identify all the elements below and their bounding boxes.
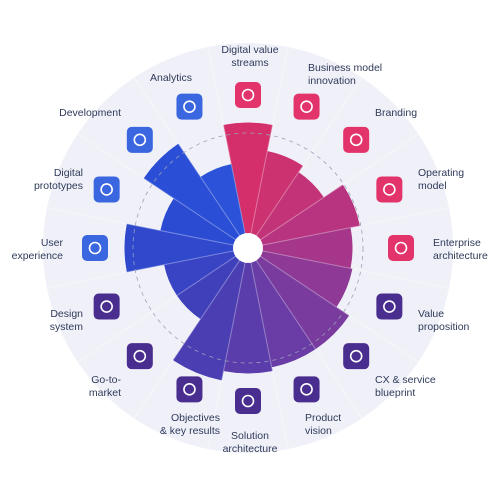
category-icon: [235, 82, 261, 108]
spoke: [207, 46, 249, 249]
spoke: [46, 207, 249, 249]
category-icon: [293, 376, 320, 403]
icon-glyph: [100, 183, 113, 196]
sector: [124, 223, 249, 273]
icon-glyph: [300, 100, 313, 113]
spoke: [133, 247, 249, 419]
sector: [223, 122, 273, 249]
category-label: market: [89, 387, 121, 399]
icon-glyph: [183, 100, 196, 113]
sector: [247, 151, 304, 249]
category-label: experience: [12, 250, 64, 262]
category-label: Product: [305, 412, 341, 424]
category-label: Digital value: [221, 44, 278, 56]
category-label: Objectives: [171, 412, 220, 424]
icon-glyph: [349, 349, 363, 363]
category-icon: [388, 235, 414, 261]
category-icon: [376, 176, 403, 203]
spoke: [247, 247, 419, 363]
category-icon: [176, 93, 203, 120]
category-label: architecture: [433, 250, 488, 262]
category-label: vision: [305, 425, 332, 437]
category-label: Digital: [54, 167, 83, 179]
icon-glyph: [241, 394, 255, 408]
category-label: Analytics: [150, 72, 192, 84]
icon-glyph: [241, 88, 255, 102]
sector: [172, 247, 249, 381]
spoke: [46, 247, 249, 289]
category-label: Enterprise: [433, 237, 481, 249]
spoke: [247, 207, 450, 249]
spoke: [247, 247, 450, 289]
category-icon: [176, 376, 203, 403]
category-label: Operating: [418, 167, 464, 179]
category-icon: [82, 235, 108, 261]
category-label: Value: [418, 308, 444, 320]
spoke: [133, 77, 249, 249]
spoke: [247, 247, 289, 450]
category-label: & key results: [160, 425, 220, 437]
category-label: prototypes: [34, 180, 83, 192]
category-icon: [376, 293, 403, 320]
sector: [247, 184, 360, 249]
category-label: system: [50, 321, 84, 333]
category-label: Design: [50, 308, 83, 320]
category-label: Branding: [375, 107, 417, 119]
category-label: User: [41, 237, 64, 249]
category-label: innovation: [308, 75, 356, 87]
spoke: [77, 247, 249, 363]
category-label: architecture: [223, 443, 278, 455]
sector: [143, 143, 249, 249]
sector: [200, 164, 249, 249]
spoke: [207, 247, 249, 450]
icon-glyph: [383, 300, 396, 313]
spoke: [247, 247, 363, 419]
category-icon: [343, 343, 370, 370]
category-icon: [126, 126, 153, 153]
category-label: Business model: [308, 62, 382, 74]
icon-glyph: [349, 133, 363, 147]
spoke: [77, 133, 249, 249]
category-label: streams: [231, 57, 268, 69]
category-icon: [93, 293, 120, 320]
icon-glyph: [88, 241, 102, 255]
icon-glyph: [100, 300, 113, 313]
category-icon: [293, 93, 320, 120]
icon-glyph: [183, 383, 196, 396]
category-icon: [126, 343, 153, 370]
category-label: Solution: [231, 430, 269, 442]
spoke: [247, 46, 289, 249]
category-label: CX & service: [375, 374, 436, 386]
center-hole: [233, 233, 263, 263]
icon-glyph: [300, 383, 313, 396]
spoke: [247, 133, 419, 249]
icon-glyph: [394, 241, 408, 255]
icon-glyph: [383, 183, 396, 196]
category-icon: [343, 126, 370, 153]
category-label: blueprint: [375, 387, 415, 399]
icon-glyph: [133, 133, 147, 147]
icon-glyph: [133, 349, 147, 363]
category-label: Development: [59, 107, 121, 119]
guide-ring: [132, 132, 364, 364]
category-label: model: [418, 180, 447, 192]
category-label: Go-to-: [91, 374, 121, 386]
category-label: proposition: [418, 321, 470, 333]
category-icon: [235, 388, 261, 414]
category-icon: [93, 176, 120, 203]
spoke: [247, 77, 363, 249]
